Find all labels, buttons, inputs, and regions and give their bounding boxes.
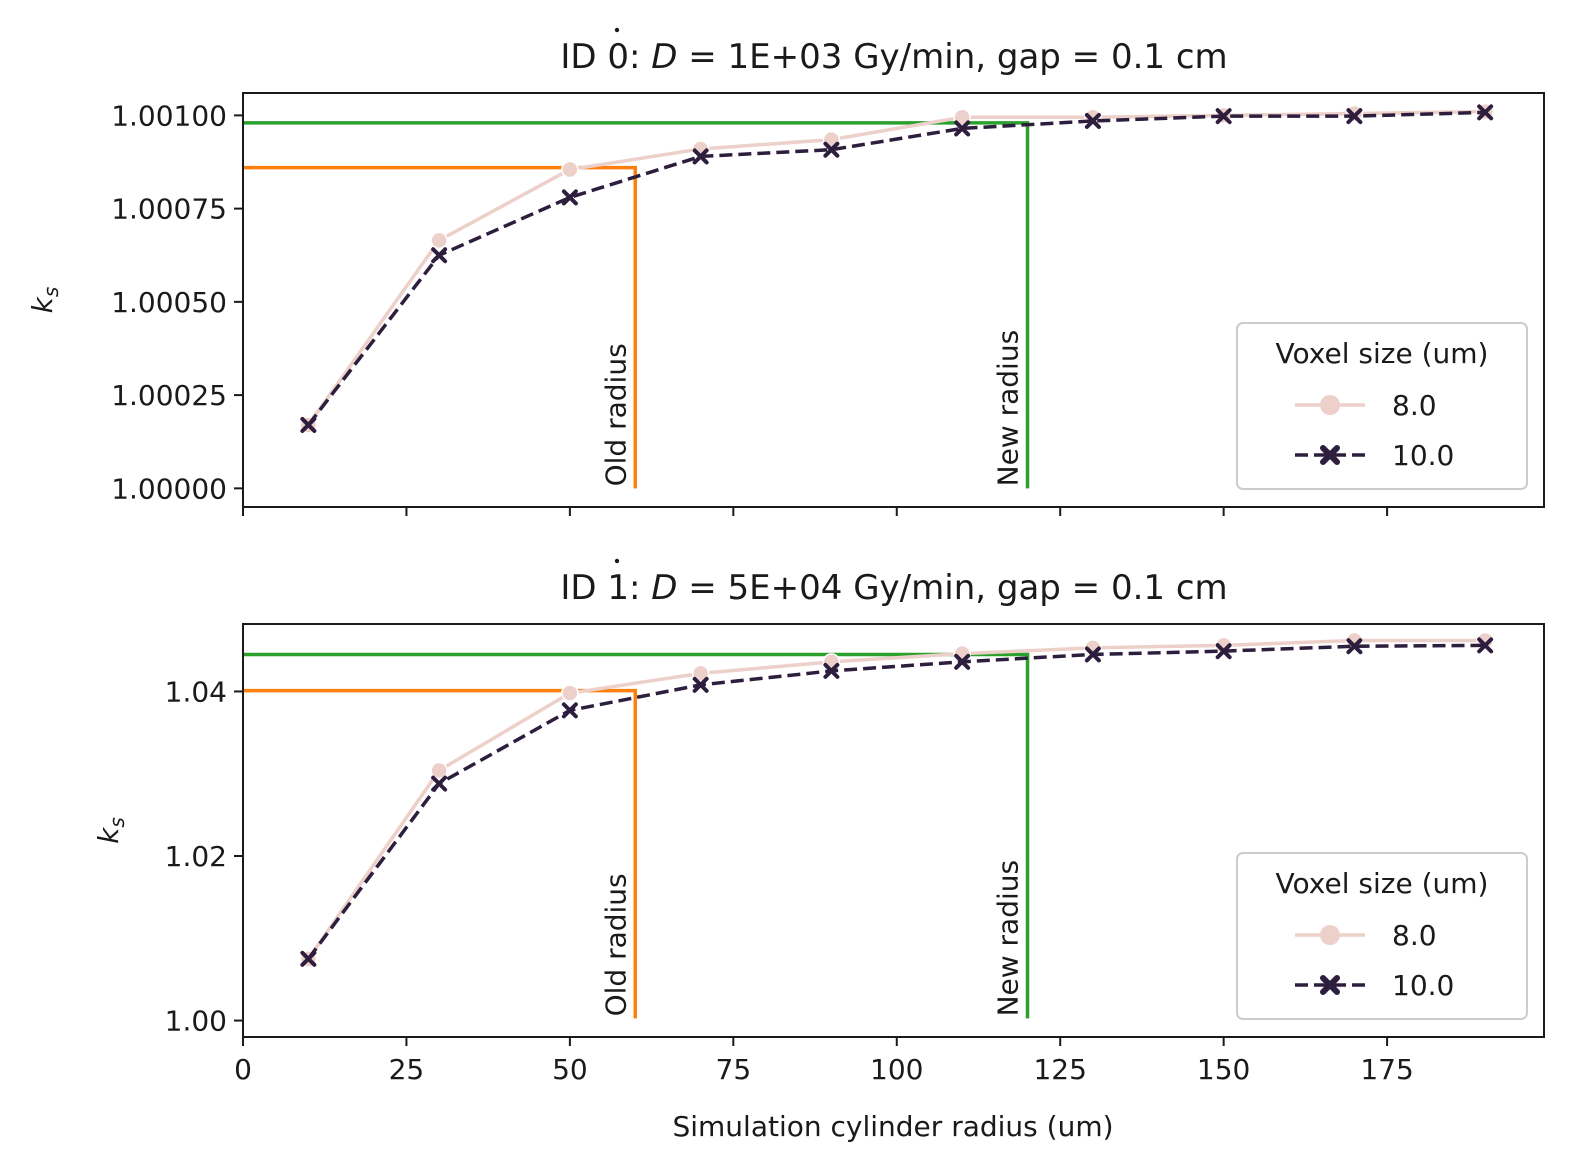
point-s1-7 [1215, 108, 1232, 125]
legend: Voxel size (um) 8.0 10.0 [1236, 322, 1528, 490]
legend-marker-1 [1320, 445, 1340, 465]
point-s1-0 [300, 416, 317, 433]
point-s1-9 [1477, 637, 1494, 654]
point-s1-3 [692, 676, 709, 693]
x-tick-label-6: 150 [1197, 1053, 1250, 1086]
y-tick-label-3: 1.00075 [111, 193, 227, 226]
legend-label-0: 8.0 [1392, 919, 1437, 952]
point-s1-8 [1346, 638, 1363, 655]
title-dot [614, 27, 620, 33]
series-line-1 [306, 110, 1486, 427]
annotation-line-1 [243, 121, 1030, 489]
legend-marker-0 [1320, 925, 1340, 945]
point-s1-5 [954, 653, 971, 670]
point-s0-1 [430, 761, 448, 780]
point-s0-1 [430, 231, 448, 250]
x-tick-label-7: 175 [1360, 1053, 1413, 1086]
x-tick-label-1: 25 [389, 1053, 425, 1086]
legend-title: Voxel size (um) [1276, 337, 1489, 370]
point-s1-2 [561, 189, 578, 206]
annotation-label-0: Old radius [599, 343, 632, 486]
chart-title: ID 0: D = 1E+03 Gy/min, gap = 0.1 cm [560, 37, 1227, 77]
point-s0-2 [561, 160, 579, 179]
y-tick-label-0: 1.00000 [111, 472, 227, 505]
point-s1-1 [431, 775, 448, 792]
annotation-line-0 [243, 165, 638, 489]
axes-frame [242, 623, 1545, 1038]
point-s1-2 [561, 702, 578, 719]
x-tick-label-0: 0 [234, 1053, 252, 1086]
annotation-line-1 [243, 652, 1030, 1019]
series-line-0 [306, 638, 1486, 960]
x-tick-label-5: 125 [1033, 1053, 1086, 1086]
point-s1-6 [1084, 646, 1101, 663]
y-tick-label-0: 1.00 [165, 1005, 227, 1038]
y-tick-label-2: 1.00050 [111, 286, 227, 319]
chart-panel-0: Old radius New radius 1.00000 1.00025 1.0005… [26, 27, 1545, 516]
point-s0-3 [691, 664, 710, 683]
chart-panel-1: Old radius New radius 0 25 50 75 100 125 150 175 1… [92, 558, 1545, 1086]
y-tick-label-1: 1.00025 [111, 379, 227, 412]
annotation-label-0: Old radius [599, 873, 632, 1016]
x-tick-label-3: 75 [716, 1053, 752, 1086]
y-tick-label-2: 1.04 [165, 675, 227, 708]
x-axis-label: Simulation cylinder radius (um) [672, 1110, 1113, 1143]
point-s1-4 [823, 662, 840, 679]
point-s1-3 [692, 148, 709, 165]
annotation-label-1: New radius [992, 860, 1025, 1017]
legend-marker-1 [1320, 975, 1340, 995]
point-s1-6 [1084, 112, 1101, 129]
legend-label-1: 10.0 [1392, 439, 1454, 472]
point-s1-0 [300, 950, 317, 967]
legend-label-1: 10.0 [1392, 969, 1454, 1002]
legend: Voxel size (um) 8.0 10.0 [1236, 852, 1528, 1020]
legend-marker-0 [1320, 395, 1340, 415]
point-s0-5 [953, 108, 971, 126]
point-s1-7 [1215, 643, 1232, 660]
point-s1-9 [1477, 104, 1494, 121]
y-tick-label-1: 1.02 [165, 840, 227, 873]
axes-frame [242, 92, 1545, 508]
legend-label-0: 8.0 [1392, 389, 1437, 422]
point-s1-4 [823, 141, 840, 158]
x-tick-label-4: 100 [870, 1053, 923, 1086]
legend-box [1236, 322, 1528, 490]
series-line-1 [306, 643, 1486, 960]
point-s1-5 [954, 120, 971, 137]
y-axis-label: ks [92, 817, 129, 844]
annotation-label-1: New radius [992, 330, 1025, 487]
x-tick-label-2: 50 [552, 1053, 588, 1086]
data-area [299, 102, 1494, 434]
data-area [299, 631, 1494, 968]
legend-title: Voxel size (um) [1276, 867, 1489, 900]
legend-box [1236, 852, 1528, 1020]
point-s1-1 [431, 247, 448, 264]
point-s1-8 [1346, 108, 1363, 125]
chart-title: ID 1: D = 5E+04 Gy/min, gap = 0.1 cm [560, 568, 1227, 608]
annotation-line-0 [243, 688, 638, 1019]
point-s0-2 [561, 684, 579, 702]
y-axis-label: ks [26, 287, 63, 314]
title-dot [614, 558, 620, 564]
y-tick-label-4: 1.00100 [111, 99, 227, 132]
